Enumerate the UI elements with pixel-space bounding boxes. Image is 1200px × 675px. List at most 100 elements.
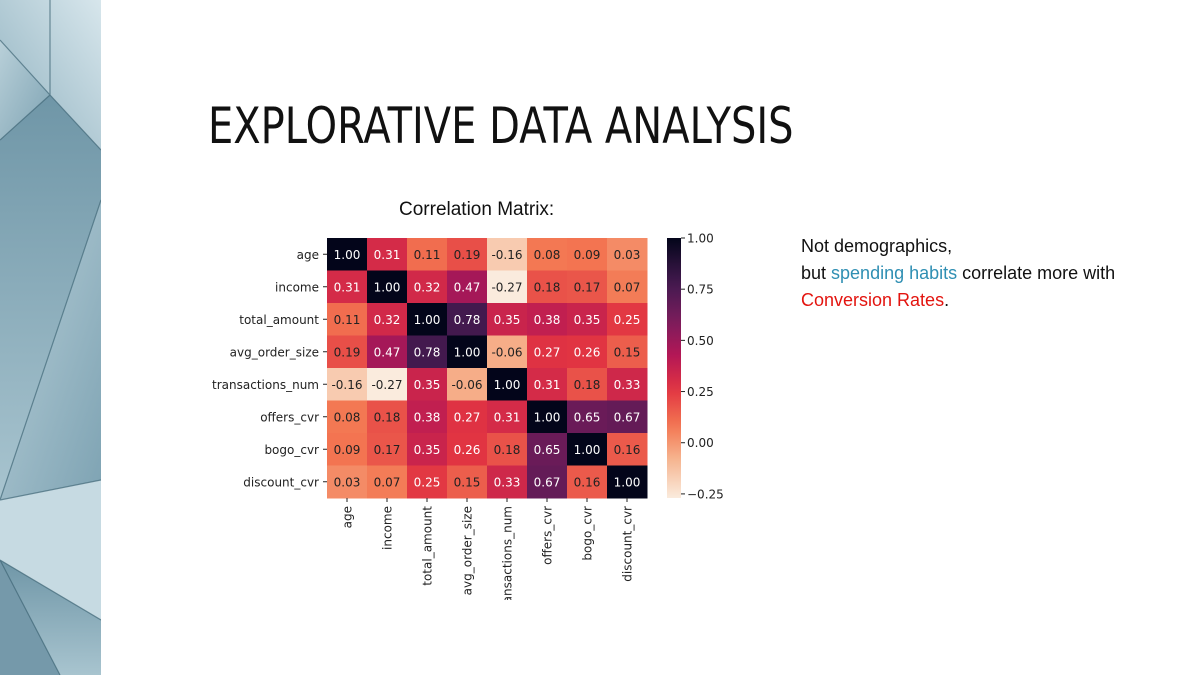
x-tick-label: avg_order_size xyxy=(461,506,475,595)
side-decorative-panel xyxy=(0,0,101,675)
heatmap-cell-label: 0.33 xyxy=(614,378,641,392)
heatmap-cell-label: 0.32 xyxy=(414,280,441,294)
y-tick-label: transactions_num xyxy=(212,378,319,392)
heatmap-cell xyxy=(487,238,528,271)
heatmap-cell xyxy=(447,433,488,466)
heatmap-cell xyxy=(527,270,568,304)
heatmap-cell-label: 0.03 xyxy=(334,475,361,489)
heatmap-cell xyxy=(527,433,568,466)
heatmap-cell xyxy=(487,368,528,401)
heatmap-axes: ageincometotal_amountavg_order_sizetrans… xyxy=(212,248,634,600)
heatmap-cell xyxy=(527,368,568,401)
heatmap-cell xyxy=(327,368,368,401)
y-tick-label: age xyxy=(297,248,319,262)
heatmap-cell xyxy=(567,238,608,271)
heatmap-cell-label: 0.32 xyxy=(374,313,401,327)
heatmap-cell-label: -0.27 xyxy=(491,280,522,294)
heatmap-cell-label: 1.00 xyxy=(334,248,361,262)
heatmap-cell xyxy=(607,303,648,336)
correlation-heatmap: 1.00 0.31 0.11 0.19 -0.16 0.08 0.09 0.03 0.31 1.0… xyxy=(212,232,724,601)
heatmap-cell-label: 0.08 xyxy=(534,248,561,262)
heatmap-cell xyxy=(447,270,488,304)
heatmap-cell-label: 0.26 xyxy=(454,443,481,457)
heatmap-cell-label: 1.00 xyxy=(614,475,641,489)
heatmap-cell xyxy=(527,465,568,499)
x-tick-label: bogo_cvr xyxy=(581,506,595,561)
heatmap-cell xyxy=(327,335,368,369)
heatmap-cell-label: 0.65 xyxy=(574,410,601,424)
heatmap-cell xyxy=(407,368,448,401)
heatmap-cell-label: -0.06 xyxy=(451,378,482,392)
x-tick-label: age xyxy=(341,506,355,528)
heatmap-cell xyxy=(447,303,488,336)
heatmap-cell-label: -0.27 xyxy=(371,378,402,392)
heatmap-cell xyxy=(607,335,648,369)
heatmap-cell xyxy=(367,270,408,304)
heatmap-cell-label: 0.78 xyxy=(414,345,441,359)
heatmap-cell-label: 0.67 xyxy=(614,410,641,424)
heatmap-cell-label: 0.18 xyxy=(574,378,601,392)
heatmap-cell-label: 1.00 xyxy=(414,313,441,327)
x-tick-label: transactions_num xyxy=(501,506,515,600)
heatmap-cell-label: 0.16 xyxy=(574,475,601,489)
heatmap-cell xyxy=(607,433,648,466)
heatmap-cell-label: 0.31 xyxy=(374,248,401,262)
heatmap-cell xyxy=(487,335,528,369)
heatmap-cells: 1.00 0.31 0.11 0.19 -0.16 0.08 0.09 0.03 0.31 1.0… xyxy=(327,238,648,499)
heatmap-cell-label: 0.33 xyxy=(494,475,521,489)
heatmap-cell xyxy=(407,433,448,466)
heatmap-cell-label: 0.18 xyxy=(534,280,561,294)
heatmap-cell xyxy=(407,270,448,304)
note-line-2-suffix: correlate more with xyxy=(957,263,1116,283)
heatmap-cell xyxy=(567,400,608,434)
heatmap-cell xyxy=(567,465,608,499)
heatmap-cell xyxy=(487,465,528,499)
note-line-2: but spending habits correlate more with xyxy=(801,260,1191,287)
heatmap-cell-label: 1.00 xyxy=(534,410,561,424)
note-line-3: Conversion Rates. xyxy=(801,287,1191,314)
heatmap-cell-label: 0.18 xyxy=(494,443,521,457)
insight-note: Not demographics, but spending habits co… xyxy=(801,233,1191,314)
heatmap-cell-label: 0.11 xyxy=(414,248,441,262)
heatmap-cell xyxy=(607,465,648,499)
heatmap-cell xyxy=(487,303,528,336)
heatmap-cell xyxy=(327,303,368,336)
note-line-1: Not demographics, xyxy=(801,236,953,256)
heatmap-cell xyxy=(367,335,408,369)
heatmap-cell-label: 0.17 xyxy=(374,443,401,457)
colorbar-tick-label: −0.25 xyxy=(687,487,724,501)
heatmap-cell xyxy=(527,335,568,369)
heatmap-cell-label: 0.27 xyxy=(454,410,481,424)
heatmap-cell-label: 0.15 xyxy=(614,345,641,359)
heatmap-cell-label: 0.35 xyxy=(494,313,521,327)
heatmap-cell-label: 1.00 xyxy=(574,443,601,457)
heatmap-cell-label: 1.00 xyxy=(494,378,521,392)
colorbar-tick-label: 0.75 xyxy=(687,283,714,297)
heatmap-cell-label: 0.31 xyxy=(534,378,561,392)
heatmap-cell xyxy=(567,433,608,466)
heatmap-cell xyxy=(447,465,488,499)
heatmap-cell-label: 0.47 xyxy=(374,345,401,359)
heatmap-cell xyxy=(367,400,408,434)
heatmap-cell-label: 0.16 xyxy=(614,443,641,457)
heatmap-cell xyxy=(327,400,368,434)
heatmap-cell xyxy=(607,270,648,304)
heatmap-cell-label: 0.35 xyxy=(574,313,601,327)
heatmap-cell xyxy=(327,465,368,499)
heatmap-cell xyxy=(367,433,408,466)
heatmap-cell xyxy=(407,335,448,369)
heatmap-cell-label: 0.25 xyxy=(414,475,441,489)
colorbar-tick-label: 0.25 xyxy=(687,385,714,399)
note-highlight-conversion-rates: Conversion Rates xyxy=(801,290,945,310)
heatmap-cell-label: -0.16 xyxy=(331,378,362,392)
heatmap-cell xyxy=(407,303,448,336)
heatmap-cell xyxy=(527,400,568,434)
heatmap-cell xyxy=(327,433,368,466)
heatmap-cell xyxy=(607,238,648,271)
x-tick-label: income xyxy=(381,506,395,550)
heatmap-cell-label: 0.38 xyxy=(534,313,561,327)
heatmap-cell-label: 0.19 xyxy=(454,248,481,262)
heatmap-cell-label: 0.09 xyxy=(334,443,361,457)
heatmap-cell-label: 0.11 xyxy=(334,313,361,327)
heatmap-cell xyxy=(407,400,448,434)
